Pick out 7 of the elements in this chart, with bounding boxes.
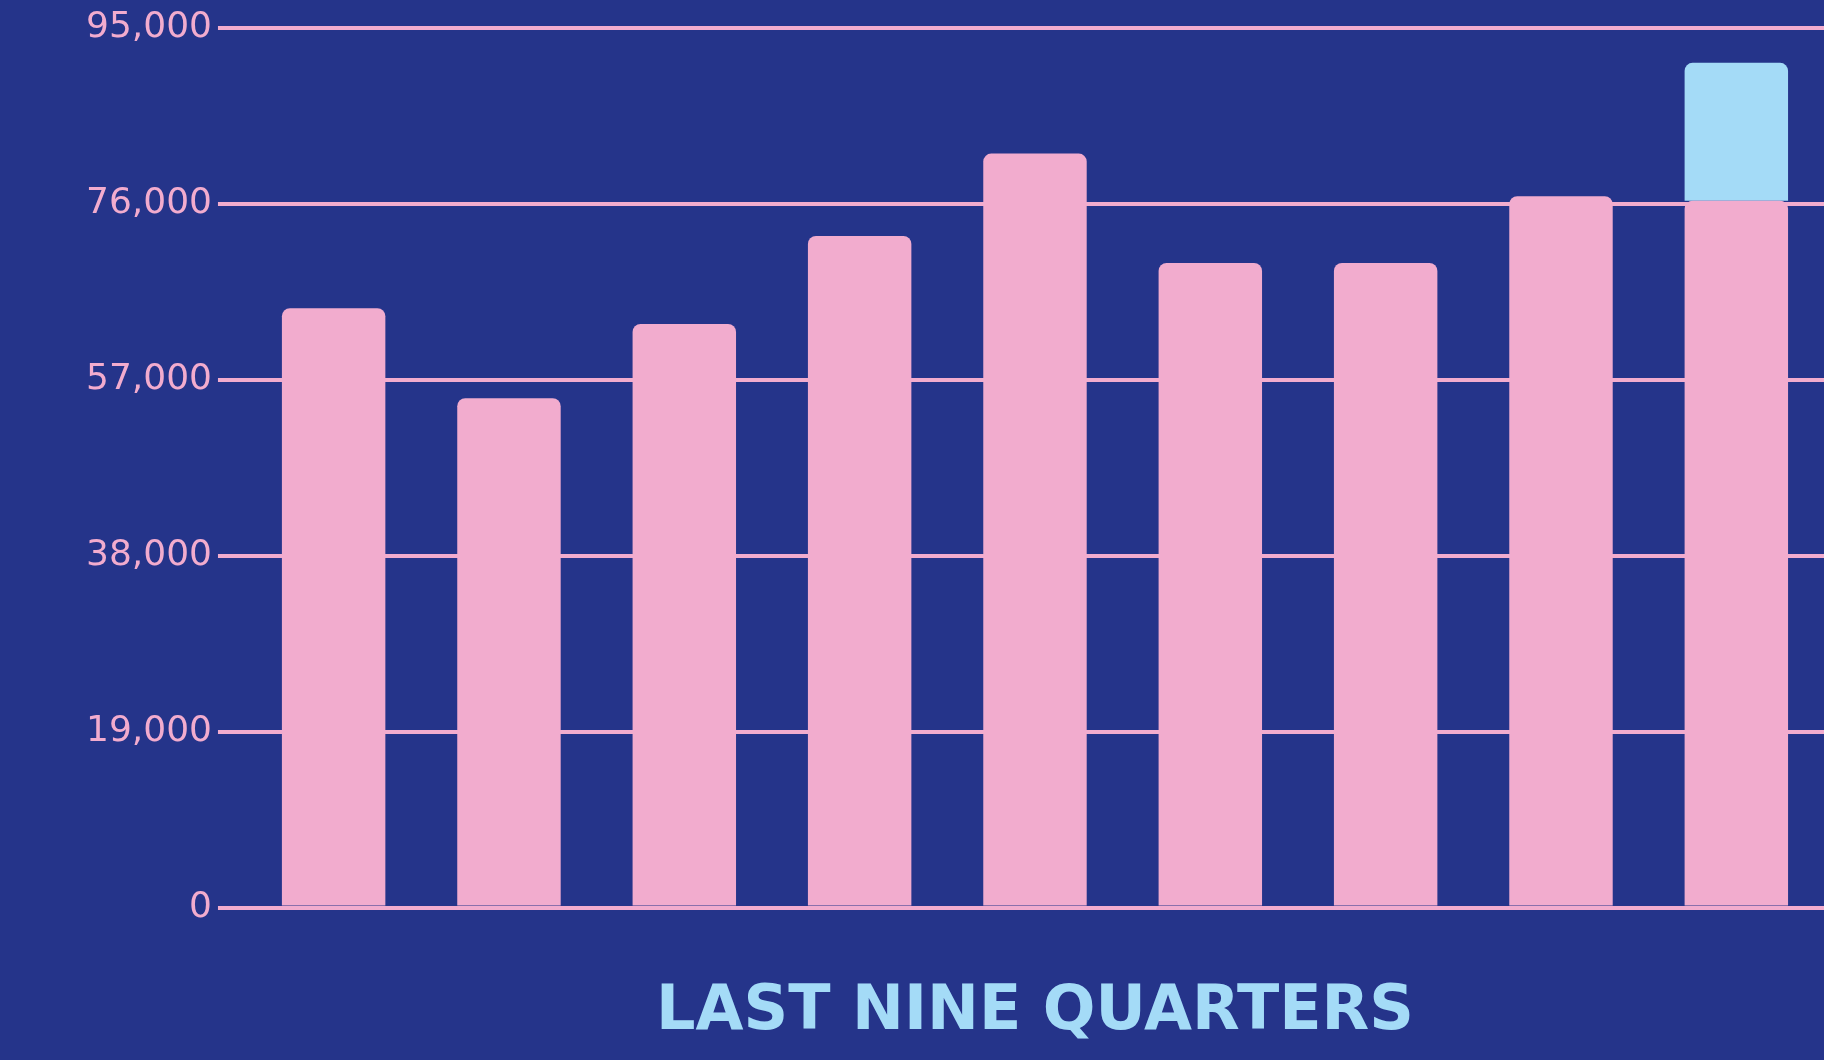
y-tick-label: 0 [189,883,212,925]
y-tick-label: 38,000 [86,531,212,573]
y-tick-label: 57,000 [86,355,212,397]
x-axis-title: LAST NINE QUARTERS [656,970,1414,1044]
y-tick-label: 19,000 [86,707,212,749]
y-tick-label: 95,000 [86,3,212,45]
y-tick-label: 76,000 [86,179,212,221]
